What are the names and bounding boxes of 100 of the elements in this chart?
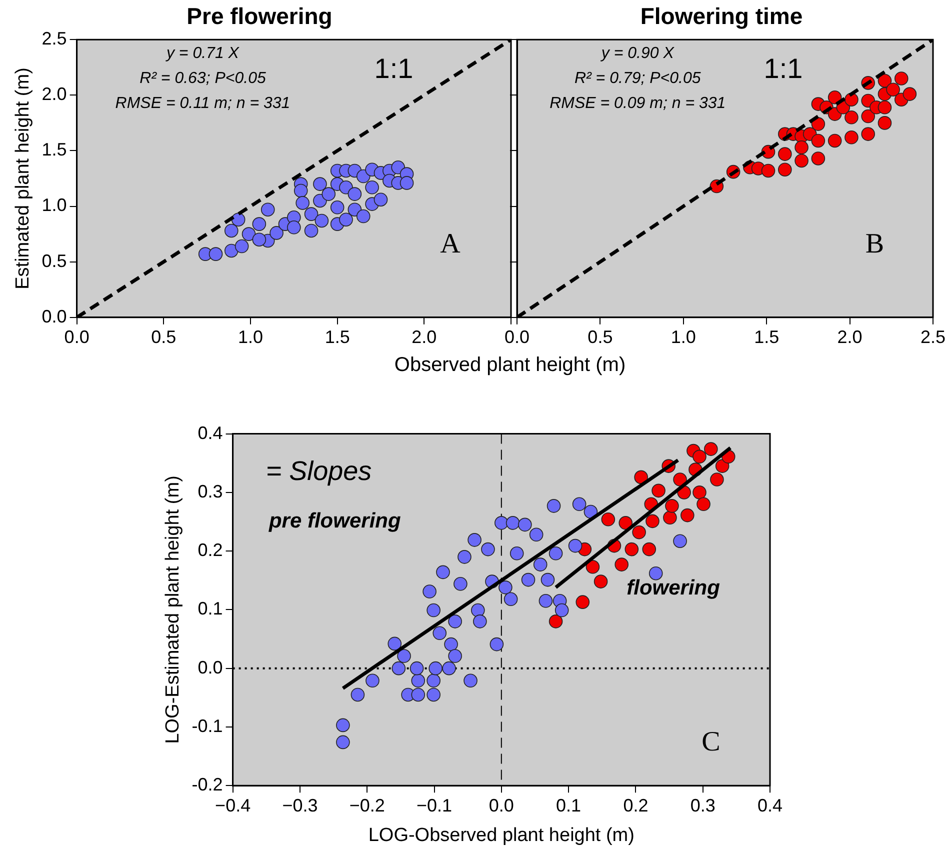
x-tick-label: 0.5 — [151, 327, 176, 348]
point — [350, 688, 365, 702]
point — [886, 82, 900, 97]
x-tick-label: 0.5 — [588, 327, 613, 348]
x-axis-title: Observed plant height (m) — [394, 354, 626, 377]
point — [454, 577, 468, 591]
point — [336, 735, 350, 750]
point — [432, 626, 447, 640]
point — [448, 614, 462, 628]
point — [392, 661, 406, 676]
point — [426, 674, 440, 688]
point — [208, 247, 223, 261]
point — [692, 450, 706, 464]
point — [336, 718, 350, 732]
point — [448, 649, 462, 663]
x-tick-label: 0.3 — [690, 795, 716, 816]
point — [270, 226, 284, 240]
point — [811, 134, 826, 148]
point — [366, 674, 380, 688]
x-axis-title: LOG-Observed plant height (m) — [368, 824, 634, 846]
point — [400, 176, 414, 190]
point — [304, 224, 318, 238]
point — [504, 592, 518, 606]
y-tick-label: 0.0 — [198, 657, 223, 678]
annotation: flowering — [626, 576, 720, 600]
point — [548, 614, 563, 628]
point — [878, 116, 892, 130]
point — [260, 202, 275, 217]
point — [426, 688, 440, 702]
point — [224, 244, 238, 258]
x-tick-label: 1.5 — [324, 327, 350, 348]
y-tick-label: 1.5 — [42, 140, 67, 160]
point — [576, 595, 590, 609]
point — [704, 442, 718, 456]
point — [374, 192, 388, 207]
point — [811, 152, 826, 166]
point — [481, 542, 495, 556]
point — [498, 580, 512, 594]
point — [428, 661, 443, 676]
point — [304, 207, 318, 221]
point — [665, 499, 679, 513]
point — [861, 109, 876, 124]
point — [554, 603, 569, 618]
point — [572, 497, 586, 512]
point — [828, 134, 842, 148]
point — [287, 220, 301, 234]
y-tick-label: 2.0 — [42, 84, 67, 104]
point — [468, 533, 482, 547]
point — [426, 603, 440, 618]
point — [494, 516, 508, 530]
point — [861, 127, 876, 141]
point — [252, 217, 266, 231]
point — [844, 130, 858, 144]
point — [458, 550, 472, 564]
y-axis-title: Estimated plant height (m) — [12, 68, 34, 290]
point — [473, 614, 487, 628]
x-tick-label: 0.0 — [504, 327, 530, 348]
x-tick-label: −0.3 — [282, 795, 318, 816]
y-axis-title: LOG-Estimated plant height (m) — [162, 476, 184, 744]
point — [618, 516, 633, 530]
point — [330, 200, 344, 214]
point — [894, 72, 908, 86]
point — [878, 100, 892, 114]
x-tick-label: 1.0 — [238, 327, 264, 348]
y-tick-label: 0.4 — [198, 422, 223, 443]
y-tick-label: 0.3 — [198, 481, 223, 502]
point — [411, 688, 426, 702]
point — [844, 110, 858, 124]
point — [252, 232, 266, 247]
point — [696, 497, 710, 512]
point — [533, 558, 548, 572]
x-tick-label: 1.0 — [670, 327, 696, 348]
point — [761, 164, 776, 178]
point — [646, 514, 660, 528]
point — [546, 499, 561, 513]
x-tick-label: 0.1 — [556, 795, 582, 816]
point — [594, 574, 608, 588]
point — [673, 534, 687, 548]
point — [642, 542, 656, 556]
point — [242, 227, 256, 241]
annotation: 1:1 — [764, 52, 803, 84]
point — [339, 212, 353, 227]
annotation: RMSE = 0.09 m; n = 331 — [550, 94, 726, 112]
point — [584, 504, 598, 519]
point — [422, 584, 436, 598]
point — [632, 525, 646, 540]
point — [521, 572, 536, 587]
point — [692, 486, 706, 500]
y-tick-label: -0.2 — [192, 774, 223, 795]
x-tick-label: 1.5 — [754, 327, 780, 348]
point — [634, 470, 648, 484]
annotation: y = 0.71 X — [165, 44, 240, 62]
y-tick-label: 0.0 — [42, 306, 67, 326]
annotation: B — [865, 228, 884, 260]
y-tick-label: 1.0 — [42, 195, 67, 216]
point — [464, 674, 478, 688]
point — [397, 649, 411, 663]
point — [365, 180, 379, 194]
x-tick-label: −0.4 — [215, 795, 251, 816]
annotation: y = 0.90 X — [600, 44, 676, 62]
